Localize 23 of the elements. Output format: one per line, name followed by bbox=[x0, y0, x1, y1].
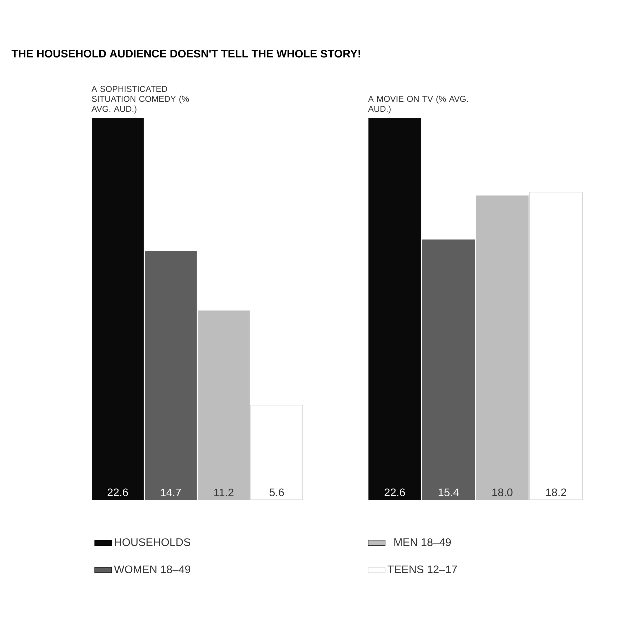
data-label: 5.6 bbox=[270, 488, 284, 496]
bar bbox=[530, 192, 583, 500]
data-label: 22.6 bbox=[384, 488, 406, 496]
bar bbox=[250, 405, 304, 500]
data-label: 18.2 bbox=[546, 488, 566, 496]
data-label: 11.2 bbox=[214, 488, 234, 496]
bar bbox=[198, 310, 250, 500]
data-label: 22.6 bbox=[108, 488, 128, 496]
bar bbox=[422, 240, 476, 500]
bar bbox=[476, 196, 529, 500]
data-label: 18.0 bbox=[492, 488, 513, 496]
legend-label: TEENS 12–17 bbox=[388, 566, 458, 574]
data-label: 14.7 bbox=[161, 488, 182, 496]
chart-title: A MOVIE ON TV (% AVG. AUD.) bbox=[368, 96, 468, 114]
bar bbox=[145, 252, 197, 500]
bar bbox=[368, 118, 422, 500]
chart-title: A SOPHISTICATED SITUATION COMEDY (% AVG. AUD.) bbox=[92, 86, 190, 114]
data-label: 15.4 bbox=[438, 488, 460, 496]
bar bbox=[92, 118, 144, 500]
legend-label: WOMEN 18–49 bbox=[114, 566, 190, 574]
legend-label: MEN 18–49 bbox=[394, 538, 452, 546]
text: THE HOUSEHOLD AUDIENCE DOESN'T TELL THE WHOLE STORY! bbox=[12, 50, 360, 58]
legend-label: HOUSEHOLDS bbox=[115, 538, 191, 546]
